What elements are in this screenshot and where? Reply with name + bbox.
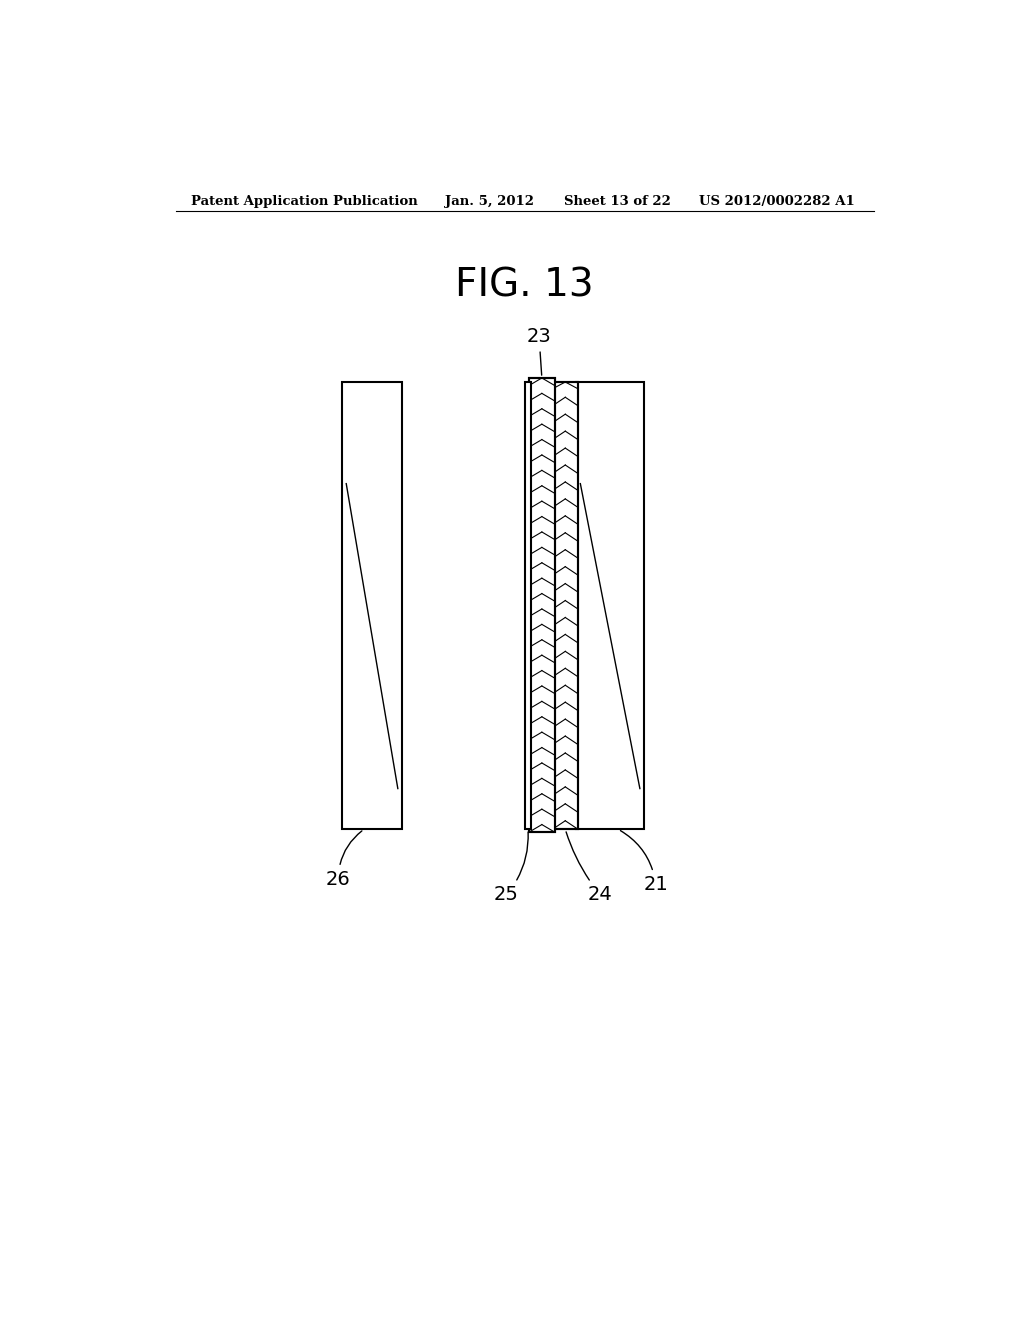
Bar [553,381,578,829]
Bar [553,381,578,829]
Text: 21: 21 [621,830,668,894]
Text: 26: 26 [326,830,361,888]
Text: FIG. 13: FIG. 13 [456,267,594,305]
Text: 24: 24 [566,832,612,904]
Text: Patent Application Publication: Patent Application Publication [191,194,418,207]
Text: 25: 25 [495,832,528,904]
Text: Jan. 5, 2012: Jan. 5, 2012 [445,194,535,207]
Bar [577,381,644,829]
Bar [524,381,531,829]
Text: Sheet 13 of 22: Sheet 13 of 22 [564,194,672,207]
Bar [528,378,555,833]
Bar [342,381,401,829]
Text: US 2012/0002282 A1: US 2012/0002282 A1 [699,194,855,207]
Bar [528,378,555,833]
Text: 23: 23 [526,327,552,375]
